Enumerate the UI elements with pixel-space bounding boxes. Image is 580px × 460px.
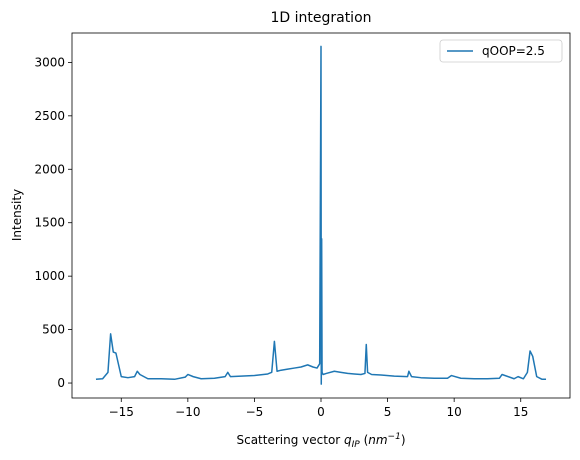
x-label-part: q: [344, 433, 352, 447]
chart-title: 1D integration: [270, 10, 371, 26]
x-tick-label: 15: [513, 405, 528, 419]
x-tick-label: 0: [317, 405, 325, 419]
plot-frame: [71, 32, 571, 399]
y-tick-label: 500: [42, 323, 65, 337]
x-label-part: IP: [352, 440, 361, 450]
x-label-part: (: [360, 433, 369, 447]
data-line: [95, 45, 547, 385]
x-label-part: Scattering vector: [236, 433, 344, 447]
y-tick-label: 2000: [34, 162, 65, 176]
y-tick-label: 2500: [34, 109, 65, 123]
y-tick-label: 1500: [34, 216, 65, 230]
legend-box: [439, 39, 563, 63]
x-tick-label: 5: [384, 405, 392, 419]
x-tick-label: −10: [175, 405, 200, 419]
y-tick-label: 0: [57, 376, 65, 390]
x-tick-label: −15: [109, 405, 134, 419]
y-tick-label: 3000: [34, 55, 65, 69]
y-tick-label: 1000: [34, 269, 65, 283]
x-label-part: −1: [388, 432, 401, 442]
x-axis-label: Scattering vector qIP (nm−1): [236, 432, 405, 450]
legend-label: qOOP=2.5: [482, 44, 545, 58]
x-tick-label: 10: [447, 405, 462, 419]
x-tick-label: −5: [246, 405, 264, 419]
x-label-part: nm: [368, 433, 387, 447]
y-axis-label: Intensity: [10, 189, 24, 241]
x-label-part: ): [401, 433, 406, 447]
